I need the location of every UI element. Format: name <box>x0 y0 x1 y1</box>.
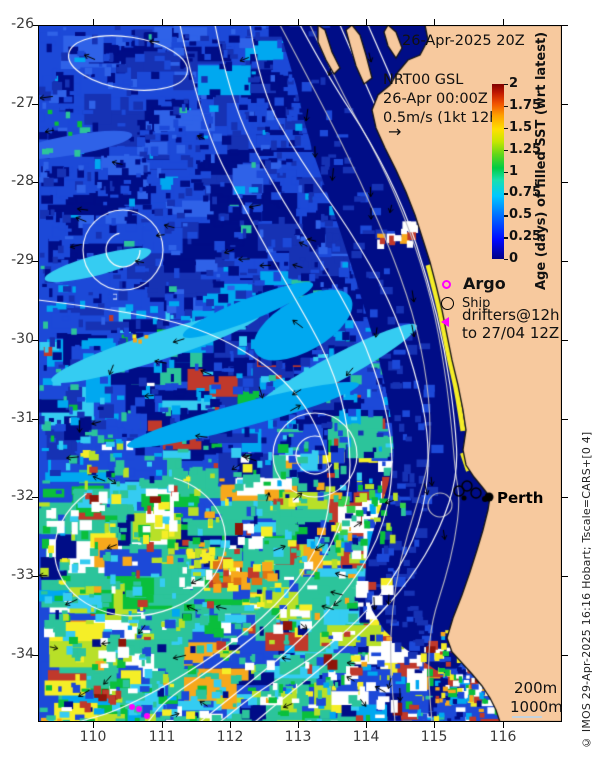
colorbar-tick-label: 0.5 <box>509 207 533 223</box>
lon-tick-bottom <box>298 722 300 728</box>
lon-axis-label: 112 <box>216 729 244 745</box>
colorbar-tick-label: 1 <box>509 163 519 179</box>
lat-axis-label: -33 <box>11 567 34 583</box>
colorbar-tick-label: 1.5 <box>509 119 533 135</box>
map-canvas <box>38 25 562 722</box>
lon-tick-bottom <box>230 722 232 728</box>
lat-axis-label: -29 <box>11 252 34 268</box>
info-line-scale: 0.5m/s (1kt 12h <box>383 110 499 126</box>
colorbar-tick-mark <box>504 171 508 173</box>
lon-axis-label: 113 <box>284 729 312 745</box>
lat-tick-left <box>32 182 38 184</box>
legend-drifters-line2: to 27/04 12Z <box>462 324 560 342</box>
lat-tick-right <box>562 261 568 263</box>
colorbar-tick-mark <box>504 193 508 195</box>
lat-tick-right <box>562 25 568 27</box>
colorbar-tick-mark <box>504 259 508 261</box>
lon-tick-top <box>503 19 505 25</box>
lon-tick-top <box>298 19 300 25</box>
overlay-info-box: NRT00 GSL 26-Apr 00:00Z 0.5m/s (1kt 12h <box>383 71 498 128</box>
colorbar-tick-mark <box>504 105 508 108</box>
colorbar-tick-mark <box>504 127 508 130</box>
colorbar-tick-label: 1.75 <box>509 97 542 113</box>
lat-tick-left <box>32 340 38 342</box>
lat-tick-left <box>32 261 38 263</box>
lon-tick-top <box>93 19 95 25</box>
lon-tick-bottom <box>93 722 95 728</box>
lat-axis-label: -30 <box>11 331 34 347</box>
lon-axis-label: 115 <box>420 729 448 745</box>
velocity-scale-arrow-icon: → <box>388 122 402 141</box>
info-line-datetime: 26-Apr 00:00Z <box>383 91 488 107</box>
lat-tick-right <box>562 182 568 184</box>
lon-tick-top <box>162 19 164 25</box>
lon-axis-label: 111 <box>148 729 176 745</box>
colorbar-title: Age (days) of filled SST (wrt latest) <box>534 31 549 290</box>
lat-axis-label: -34 <box>11 646 34 662</box>
colorbar-tick-label: 0.75 <box>509 185 542 201</box>
isobath-sample-line <box>512 716 542 718</box>
argo-marker-icon <box>442 280 451 289</box>
ship-marker-icon <box>441 297 454 310</box>
lat-tick-right <box>562 576 568 578</box>
lon-tick-top <box>434 19 436 25</box>
legend-argo-label: Argo <box>463 274 506 293</box>
lon-tick-top <box>230 19 232 25</box>
lon-axis-label: 114 <box>352 729 380 745</box>
lon-tick-bottom <box>366 722 368 728</box>
map-title: 26-Apr-2025 20Z <box>402 33 525 49</box>
isobath-200m-label: 200m <box>514 679 558 697</box>
colorbar-tick-label: 0 <box>509 251 519 266</box>
lon-tick-bottom <box>503 722 505 728</box>
lat-tick-right <box>562 104 568 106</box>
lat-axis-label: -27 <box>11 95 34 111</box>
lat-tick-right <box>562 419 568 421</box>
lat-tick-left <box>32 497 38 499</box>
lon-tick-bottom <box>434 722 436 728</box>
lon-axis-label: 110 <box>79 729 107 745</box>
lat-axis-label: -31 <box>11 410 34 426</box>
colorbar-tick-label: 2 <box>509 76 519 91</box>
lon-axis-label: 116 <box>489 729 517 745</box>
colorbar-tick-mark <box>504 84 508 86</box>
lat-tick-left <box>32 419 38 421</box>
lat-tick-left <box>32 25 38 27</box>
legend-ship-label: Ship <box>462 296 491 311</box>
lon-tick-top <box>366 19 368 25</box>
lat-axis-label: -26 <box>11 16 34 32</box>
lat-tick-right <box>562 497 568 499</box>
info-line-model: NRT00 GSL <box>383 72 464 88</box>
lat-tick-left <box>32 576 38 578</box>
perth-city-label: Perth <box>497 489 544 507</box>
lon-tick-bottom <box>162 722 164 728</box>
lat-tick-left <box>32 655 38 657</box>
colorbar-tick-mark <box>504 149 508 152</box>
colorbar-tick-label: 0.25 <box>509 229 542 245</box>
lat-tick-right <box>562 655 568 657</box>
drifter-marker-icon <box>441 317 449 327</box>
colorbar-tick-mark <box>504 237 508 239</box>
colorbar <box>492 84 504 259</box>
lat-tick-left <box>32 104 38 106</box>
lat-axis-label: -32 <box>11 488 34 504</box>
isobath-1000m-label: 1000m <box>510 698 563 716</box>
colorbar-tick-label: 1.25 <box>509 141 542 157</box>
lat-tick-right <box>562 340 568 342</box>
legend-drifters-line1: drifters@12h <box>462 306 560 324</box>
credit-text: © IMOS 29-Apr-2025 16:16 Hobart; Tscale=… <box>580 431 593 749</box>
colorbar-tick-mark <box>504 215 508 217</box>
lat-axis-label: -28 <box>11 173 34 189</box>
